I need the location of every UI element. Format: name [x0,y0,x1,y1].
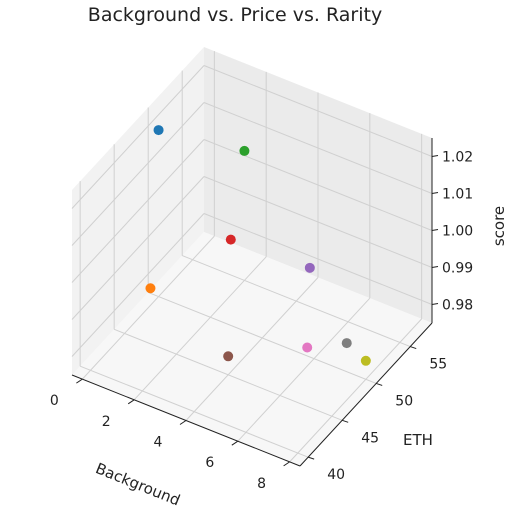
y-tick [342,419,349,423]
y-tick-label: 40 [327,467,345,483]
chart-title: Background vs. Price vs. Rarity [87,4,383,26]
z-gridline [71,139,205,283]
x-tick-label: 2 [102,414,111,430]
z-tick [431,266,439,268]
y-axis-label: ETH [403,431,433,449]
z-gridline [71,176,205,320]
y-gridline [79,365,309,458]
z-gridline [203,213,433,305]
data-point [302,342,313,353]
data-point [225,234,236,245]
z-gridline [203,102,433,194]
y-tick [410,346,417,350]
y-tick-label: 55 [429,357,447,373]
y-tick [376,382,383,386]
data-point [341,338,352,349]
z-tick-label: 1.02 [442,150,473,166]
z-tick-label: 0.99 [442,261,473,277]
data-point [223,351,234,362]
data-point [145,283,156,294]
x-tick-label: 4 [154,435,163,451]
z-axis-label: score [490,206,508,246]
y-tick-label: 45 [361,430,379,446]
x-tick [283,461,290,467]
data-point [304,262,315,273]
x-tick-label: 6 [205,455,214,471]
y-tick-label: 50 [395,393,413,409]
z-tick [431,229,439,231]
z-tick [431,303,439,305]
y-tick [308,456,315,460]
y-gridline [148,291,377,384]
x-tick [127,399,135,405]
y-gridline [182,255,411,348]
y-axis-line [299,322,433,467]
z-tick-label: 0.98 [442,298,473,314]
z-gridline [203,65,433,157]
x-axis-label: Background [93,459,183,509]
x-tick-label: 0 [50,393,59,409]
data-point [153,125,164,136]
z-gridline [71,213,205,357]
x-tick [179,420,187,425]
z-gridline [203,176,433,268]
x-tick-label: 8 [257,476,266,492]
y-gridline [114,328,343,421]
x-tick [231,440,239,446]
z-tick-label: 1.00 [442,224,473,240]
z-gridline [71,65,205,209]
data-point [360,355,371,366]
x-tick [76,378,83,384]
z-gridline [71,102,205,246]
z-tick-label: 1.01 [442,187,473,203]
z-tick [431,155,439,157]
data-point [239,145,250,156]
z-tick [431,192,439,194]
